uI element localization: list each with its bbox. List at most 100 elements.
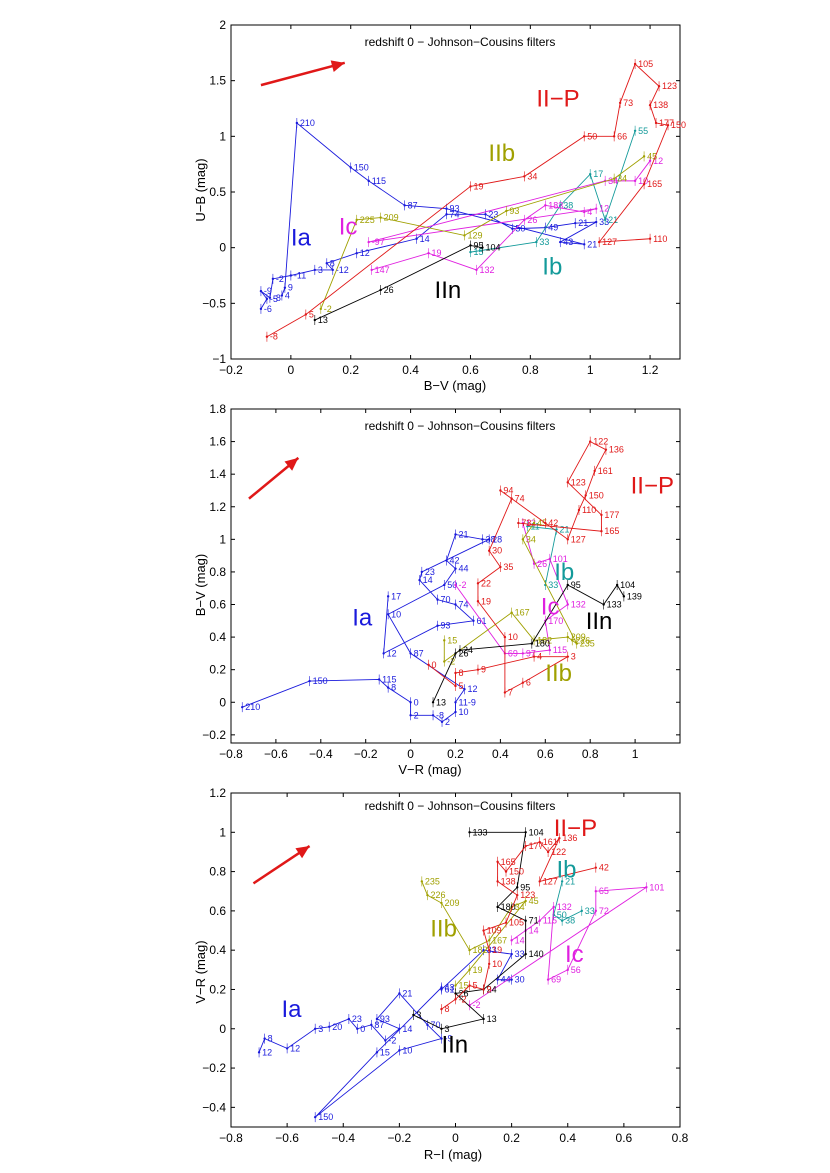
epoch-label: 87 [414, 648, 424, 658]
epoch-label: 13 [436, 697, 446, 707]
y-tick-label: 0.6 [209, 598, 226, 612]
epoch-label: -5 [270, 294, 278, 304]
epoch-label: 165 [647, 179, 662, 189]
epoch-label: -9 [264, 286, 272, 296]
epoch-label: 22 [481, 578, 491, 588]
epoch-label: 43 [563, 237, 573, 247]
epoch-label: 115 [372, 176, 386, 186]
plot-vr-vs-ri: redshift 0 − Johnson−Cousins filters R−I… [193, 786, 689, 1162]
y-tick-label: 1.5 [209, 74, 226, 88]
series-line [266, 63, 669, 338]
epoch-label: 34 [617, 174, 627, 184]
type-label-ia: Ia [352, 605, 373, 632]
y-axis-label: U−B (mag) [193, 158, 208, 221]
epoch-label: 34 [515, 902, 525, 912]
epoch-label: 93 [380, 1014, 390, 1024]
x-tick-label: 0.6 [462, 363, 479, 377]
x-tick-label: −0.8 [219, 747, 243, 761]
epoch-label: 13 [487, 1014, 497, 1024]
epoch-label: 74 [515, 494, 525, 504]
epoch-label: 177 [659, 118, 674, 128]
x-tick-label: −0.4 [331, 1131, 355, 1145]
x-tick-label: 1.2 [642, 363, 659, 377]
epoch-label: 104 [529, 827, 544, 837]
epoch-label: 44 [501, 975, 511, 985]
epoch-label: 177 [604, 510, 619, 520]
y-tick-label: −0.2 [202, 728, 226, 742]
epoch-label: 226 [430, 890, 445, 900]
type-label-ia: Ia [291, 224, 312, 251]
epoch-label: 2 [414, 710, 419, 720]
epoch-label: 24 [463, 645, 473, 655]
epoch-label: -11 [294, 271, 306, 281]
y-tick-label: 1.8 [209, 402, 226, 416]
epoch-label: 15 [447, 635, 457, 645]
x-tick-label: 0 [288, 363, 295, 377]
epoch-label: 167 [492, 935, 507, 945]
epoch-label: 95 [473, 240, 483, 250]
epoch-label: 33 [539, 237, 549, 247]
epoch-label: 26 [537, 559, 547, 569]
epoch-label: 8 [444, 1004, 449, 1014]
epoch-label: 19 [432, 248, 442, 258]
y-tick-label: 0.6 [209, 904, 226, 918]
type-label-ib: Ib [542, 253, 562, 280]
epoch-label: 87 [408, 200, 418, 210]
epoch-label: 74 [450, 209, 460, 219]
epoch-label: 150 [354, 163, 369, 173]
epoch-label: 15 [380, 1047, 390, 1057]
epoch-label: 73 [521, 518, 531, 528]
epoch-label: 14 [515, 935, 525, 945]
epoch-label: 17 [593, 169, 603, 179]
type-label-ii-p: II−P [631, 473, 674, 500]
epoch-label: 55 [638, 126, 648, 136]
epoch-label: 12 [467, 684, 477, 694]
plot-title: redshift 0 − Johnson−Cousins filters [365, 35, 556, 49]
x-tick-label: 0.8 [672, 1131, 689, 1145]
series-line [470, 130, 636, 253]
epoch-label: 165 [501, 857, 516, 867]
epoch-label: 19 [481, 596, 491, 606]
epoch-label: 167 [515, 608, 530, 618]
epoch-label: -8 [436, 710, 444, 720]
epoch-label: 0 [432, 660, 437, 670]
epoch-label: 11 [530, 521, 539, 531]
x-tick-label: 0.2 [342, 363, 359, 377]
epoch-label: 8 [459, 668, 464, 678]
type-label-ii-p: II−P [554, 815, 597, 842]
epoch-label: 133 [607, 600, 622, 610]
epoch-label: 180 [501, 902, 516, 912]
x-axis-label: R−I (mag) [424, 1147, 482, 1162]
epoch-label: -97 [372, 237, 385, 247]
epoch-label: 11-9 [459, 697, 476, 707]
epoch-label: 10 [492, 959, 502, 969]
epoch-label: 34 [527, 171, 537, 181]
epoch-label: -2 [473, 1000, 481, 1010]
epoch-label: 24 [487, 984, 497, 994]
reddening-arrow-head [330, 60, 345, 72]
x-tick-label: 0.6 [616, 1131, 633, 1145]
epoch-label: 127 [543, 876, 558, 886]
epoch-label: 136 [562, 833, 577, 843]
epoch-label: 72 [599, 906, 609, 916]
epoch-label: 147 [375, 265, 390, 275]
epoch-label: 3 [318, 265, 323, 275]
epoch-label: 140 [529, 949, 544, 959]
y-tick-label: 0 [219, 241, 226, 255]
epoch-label: 42 [548, 518, 558, 528]
epoch-label: 12 [262, 1047, 272, 1057]
epoch-label: 9 [481, 665, 486, 675]
epoch-label: 7 [508, 687, 513, 697]
epoch-label: 26 [459, 988, 469, 998]
epoch-label: 50 [447, 580, 457, 590]
epoch-label: 150 [671, 120, 686, 130]
epoch-label: 20 [332, 1022, 342, 1032]
type-label-ib: Ib [554, 559, 574, 586]
epoch-label: 177 [529, 841, 544, 851]
epoch-label: 170 [548, 616, 563, 626]
epoch-label: 150 [313, 676, 328, 686]
y-axis-label: B−V (mag) [193, 554, 208, 617]
epoch-label: 10 [402, 1045, 412, 1055]
